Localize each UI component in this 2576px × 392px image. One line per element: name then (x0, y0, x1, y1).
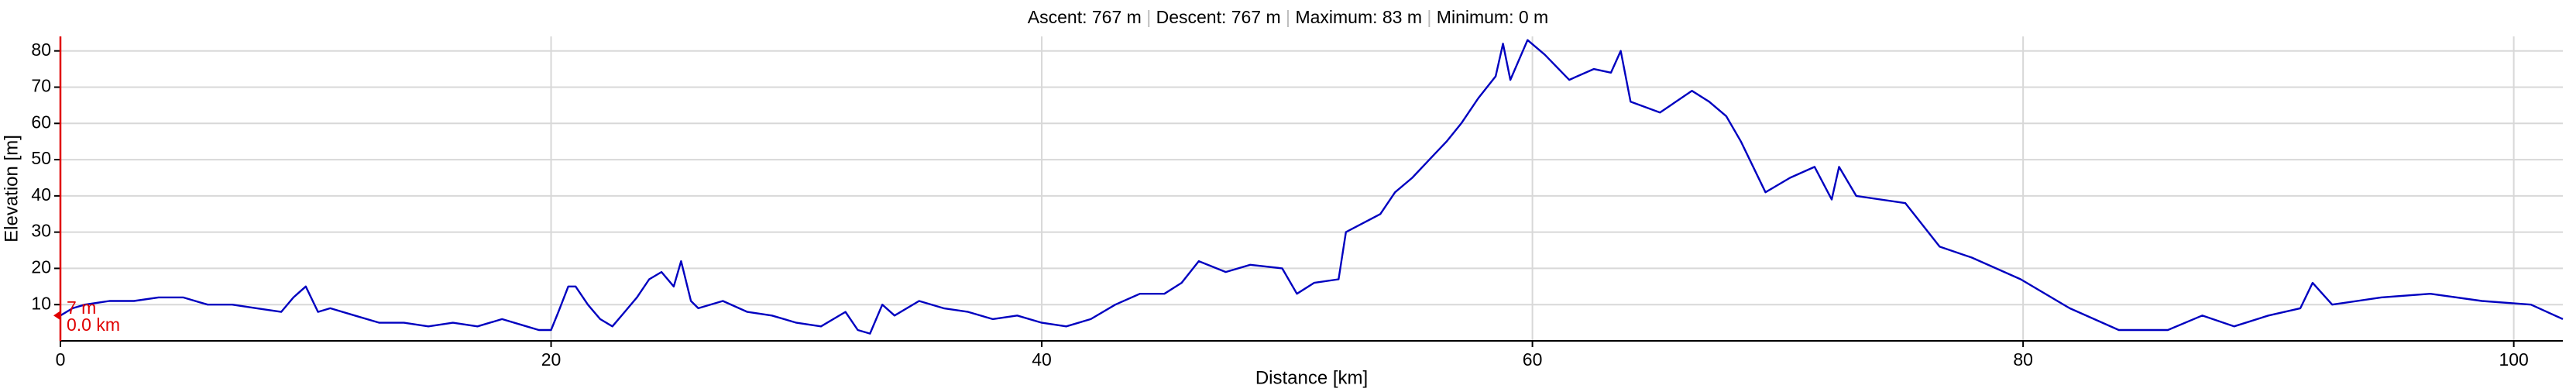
elevation-line (60, 39, 2564, 335)
y-tick-label: 70 (31, 76, 51, 96)
separator: | (1281, 7, 1296, 27)
x-tick-label: 80 (2013, 349, 2033, 370)
y-axis-label: Elevation [m] (1, 135, 22, 242)
y-tick-label: 30 (31, 221, 51, 241)
stat: Minimum: 0 m (1437, 7, 1548, 27)
stat: Ascent: 767 m (1028, 7, 1142, 27)
cursor-elevation: 7 m (67, 297, 96, 318)
x-tick-label: 0 (56, 349, 66, 370)
separator: | (1422, 7, 1437, 27)
y-tick-label: 60 (31, 112, 51, 132)
separator: | (1142, 7, 1156, 27)
stat: Descent: 767 m (1156, 7, 1281, 27)
y-tick-label: 80 (31, 40, 51, 60)
y-tick-label: 10 (31, 293, 51, 313)
y-tick-label: 40 (31, 184, 51, 205)
cursor-distance: 0.0 km (67, 315, 120, 335)
x-tick-label: 20 (541, 349, 562, 370)
y-tick-label: 20 (31, 257, 51, 277)
x-axis-label: Distance [km] (1255, 367, 1368, 388)
x-tick-label: 40 (1032, 349, 1052, 370)
stat: Maximum: 83 m (1295, 7, 1422, 27)
chart-title: Ascent: 767 m | Descent: 767 m | Maximum… (1028, 7, 1548, 27)
y-tick-label: 50 (31, 148, 51, 168)
x-tick-label: 60 (1523, 349, 1543, 370)
cursor-marker (53, 311, 60, 321)
x-tick-label: 100 (2499, 349, 2528, 370)
